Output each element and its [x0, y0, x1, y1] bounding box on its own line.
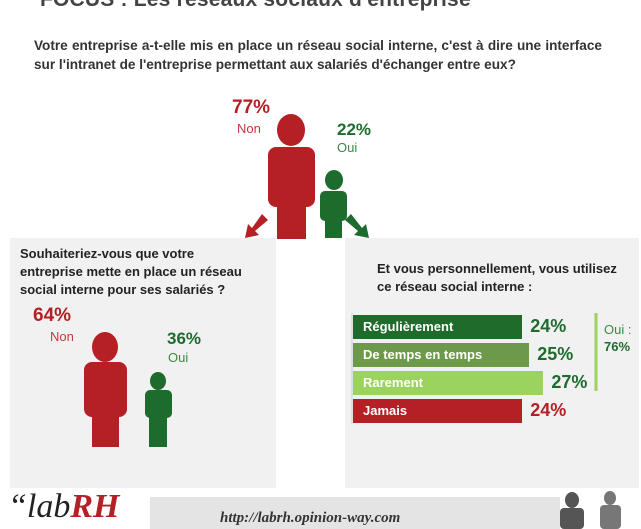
- bar-percent-1: 25%: [537, 344, 574, 364]
- top-non-label: Non: [237, 121, 261, 136]
- footer-businessman-icon: [560, 491, 621, 529]
- bar-0: Régulièrement: [353, 315, 523, 339]
- arrow-down-left-icon: [245, 214, 268, 238]
- left-oui-label: Oui: [168, 350, 189, 365]
- top-non-person-icon: [268, 114, 315, 239]
- top-oui-person-icon: [320, 170, 347, 238]
- page-title: FOCUS : Les réseaux sociaux d'entreprise: [40, 0, 471, 12]
- bar-3: Jamais: [353, 399, 523, 423]
- labrh-logo: “labRH: [8, 488, 120, 525]
- bar-percent-3: 24%: [530, 400, 567, 420]
- left-non-person-icon: [84, 332, 127, 447]
- top-oui-label: Oui: [337, 140, 358, 155]
- question-left: Souhaiteriez-vous que votre entreprise m…: [20, 246, 242, 297]
- top-oui-percent: 22%: [337, 120, 372, 139]
- left-panel: [10, 238, 276, 488]
- footer-crowd-decoration: [150, 497, 560, 529]
- oui-group-percent: 76%: [604, 339, 631, 354]
- oui-group-label: Oui :: [604, 322, 632, 337]
- bar-percent-0: 24%: [530, 316, 567, 336]
- left-oui-percent: 36%: [167, 329, 202, 348]
- bar-2: Rarement: [353, 371, 544, 395]
- question-main: Votre entreprise a-t-elle mis en place u…: [34, 38, 602, 72]
- bar-percent-2: 27%: [551, 372, 588, 392]
- question-right: Et vous personnellement, vous utilisez c…: [377, 261, 617, 294]
- footer-url[interactable]: http://labrh.opinion-way.com: [220, 510, 401, 526]
- left-oui-person-icon: [145, 372, 172, 447]
- top-non-percent: 77%: [232, 97, 271, 118]
- arrow-down-right-icon: [345, 214, 369, 238]
- left-non-label: Non: [50, 329, 74, 344]
- left-non-percent: 64%: [33, 305, 72, 326]
- bar-1: De temps en temps: [353, 343, 530, 367]
